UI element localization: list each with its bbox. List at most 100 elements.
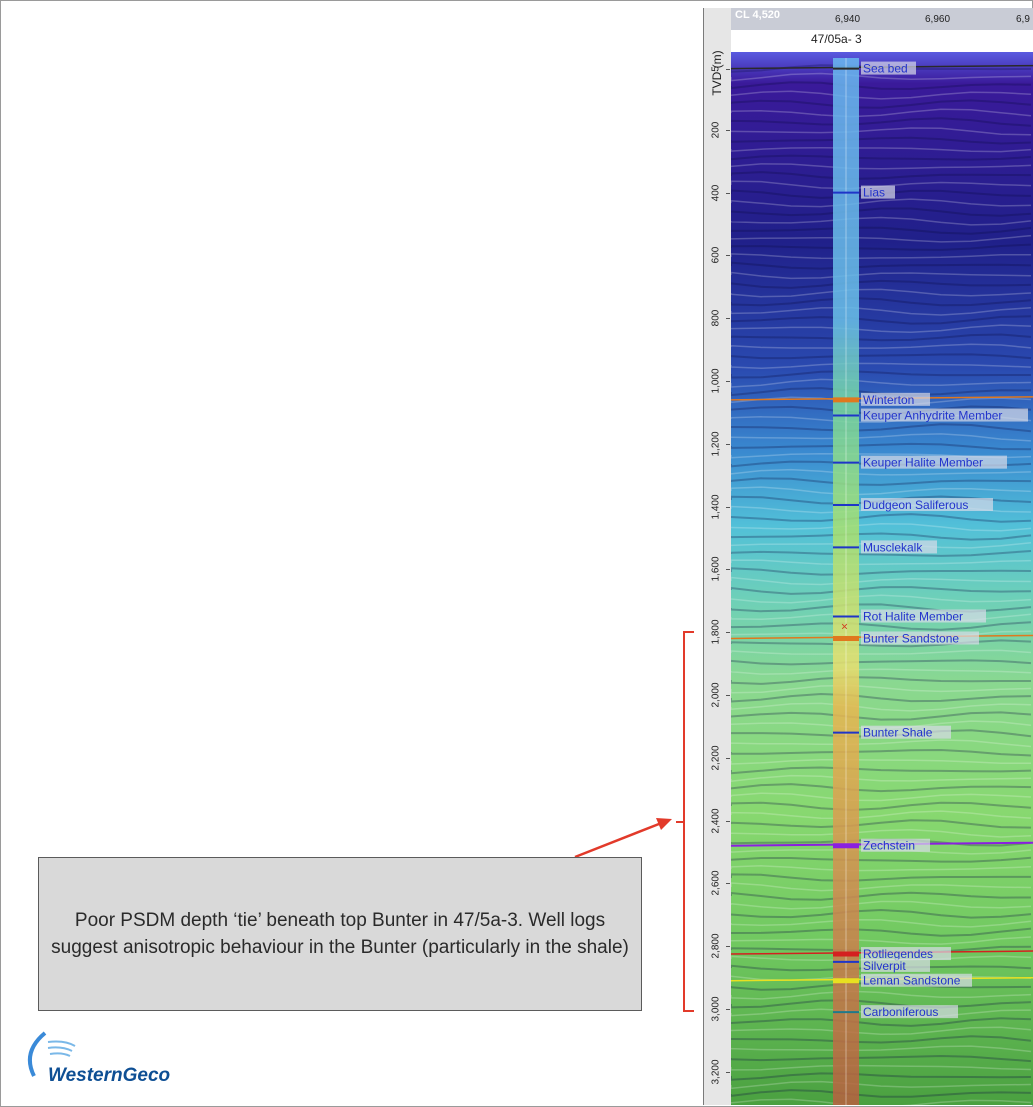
well-log-track — [833, 58, 859, 1105]
reflector-line — [731, 748, 1032, 757]
depth-tick-mark — [726, 381, 730, 382]
reflector-line — [731, 90, 1032, 100]
reflector-line — [731, 99, 1032, 109]
reflector-line — [731, 343, 1032, 349]
depth-tick-mark — [726, 129, 730, 131]
reflector-line — [731, 423, 1032, 433]
reflector-line — [731, 163, 1032, 170]
depth-tick-label: 1,800 — [710, 619, 722, 645]
reflector-line — [731, 387, 1032, 397]
formation-label: Keuper Halite Member — [863, 456, 983, 470]
reflector-line — [731, 523, 1032, 532]
reflector-line — [731, 532, 1032, 541]
reflector-line — [731, 147, 1032, 153]
reflector-line — [731, 234, 1032, 243]
formation-marker[interactable]: Keuper Halite Member — [833, 455, 1007, 470]
reflector-line — [731, 649, 1032, 655]
reflector-line — [731, 468, 1032, 476]
reflector-line — [731, 927, 1032, 937]
depth-tick-mark — [726, 695, 730, 696]
reflector-line — [731, 216, 1032, 226]
depth-tick-mark — [726, 506, 730, 508]
seismic-image: Sea bed Lias Winterton Keuper Anhydrite Mem… — [731, 52, 1033, 1105]
reflector-line — [731, 108, 1032, 118]
formation-marker[interactable]: Keuper Anhydrite Member — [833, 408, 1028, 423]
westerngeco-logo-icon — [27, 1031, 76, 1077]
seismic-section-panel[interactable]: CL 4,520 6,940 6,960 6,9 47/05a- 3 — [731, 8, 1033, 1105]
reflector-line — [731, 692, 1032, 703]
reflector-line — [731, 253, 1032, 260]
depth-tick-label: 1,600 — [710, 556, 722, 582]
reflector-line — [731, 856, 1032, 863]
formation-marker[interactable]: Rot Halite Member — [833, 609, 986, 624]
reflector-line — [731, 378, 1032, 388]
trace-tick-label: 6,940 — [835, 14, 861, 25]
formation-marker[interactable]: Dudgeon Saliferous — [833, 498, 993, 512]
depth-tick-label: 2,600 — [710, 870, 722, 896]
formation-marker[interactable]: Silverpit — [833, 958, 930, 973]
reflector-line — [731, 567, 1032, 576]
well-name-bar: 47/05a- 3 — [731, 30, 1033, 52]
reflector-line — [731, 801, 1032, 812]
reflector-line — [731, 1064, 1032, 1071]
formation-marker[interactable]: Zechstein — [833, 838, 930, 853]
reflector-line — [731, 1045, 1032, 1053]
reflector-line — [731, 936, 1032, 945]
reflector-line — [731, 1035, 1032, 1044]
formation-marker[interactable]: Bunter Sandstone — [833, 631, 979, 645]
formation-marker[interactable]: Musclekalk — [833, 540, 937, 554]
reflector-line — [731, 513, 1032, 523]
reflector-line — [731, 1080, 1032, 1090]
formation-marker[interactable]: Lias — [833, 185, 895, 200]
reflector-line — [731, 362, 1032, 370]
reflector-line — [731, 828, 1032, 838]
formation-label: Winterton — [863, 393, 914, 407]
reflector-line — [731, 621, 1032, 631]
reflector-line — [731, 324, 1032, 334]
depth-tick-mark — [726, 569, 730, 571]
formation-marker[interactable]: Sea bed — [833, 61, 916, 76]
formation-label: Rotliegendes — [863, 947, 933, 961]
reflector-line — [731, 810, 1032, 820]
reflector-line — [731, 279, 1032, 289]
reflector-line — [731, 207, 1032, 217]
reflector-line — [731, 659, 1032, 666]
reflector-line — [731, 288, 1032, 298]
reflector-line — [731, 433, 1032, 442]
formation-marker[interactable]: Winterton — [833, 392, 930, 407]
reflector-line — [731, 1017, 1032, 1027]
formation-label: Musclekalk — [863, 540, 923, 554]
reflector-line — [731, 81, 1032, 91]
callout-text: Poor PSDM depth ‘tie’ beneath top Bunter… — [51, 910, 629, 958]
formation-marker[interactable]: Carboniferous — [833, 1005, 958, 1019]
depth-tick-label: 2,000 — [710, 682, 722, 708]
crossline-label: CL 4,520 — [735, 9, 781, 21]
reflector-line — [731, 702, 1032, 712]
formation-label: Lias — [863, 186, 885, 200]
reflector-line — [731, 758, 1031, 765]
reflector-line — [731, 72, 1032, 82]
section-header-bar: CL 4,520 6,940 6,960 6,9 — [731, 8, 1033, 30]
formation-marker[interactable]: Rotliegendes — [833, 947, 951, 961]
reflector-line — [731, 550, 1032, 557]
reflector-line — [731, 908, 1032, 919]
depth-tick-label: 3,200 — [710, 1059, 722, 1085]
reflector-line — [731, 711, 1032, 721]
formation-marker[interactable]: Bunter Shale — [833, 725, 951, 740]
reflector-line — [731, 739, 1032, 748]
reflector-line — [731, 676, 1031, 685]
reflector-line — [731, 315, 1032, 325]
depth-tick-label: 2,400 — [710, 808, 722, 834]
reflector-line — [731, 370, 1031, 379]
reflector-line — [731, 774, 1032, 783]
depth-tick-label: 800 — [710, 309, 722, 327]
reflector-line — [731, 306, 1032, 316]
cross-marker-icon: × — [841, 619, 848, 633]
well-name-label: 47/05a- 3 — [811, 32, 862, 46]
depth-tick-label: 200 — [710, 121, 722, 139]
reflector-line — [731, 333, 1032, 342]
reflector-line — [731, 353, 1032, 360]
formation-marker[interactable]: Leman Sandstone — [833, 973, 972, 988]
reflector-line — [731, 999, 1032, 1009]
depth-tick-label: 3,000 — [710, 996, 722, 1022]
